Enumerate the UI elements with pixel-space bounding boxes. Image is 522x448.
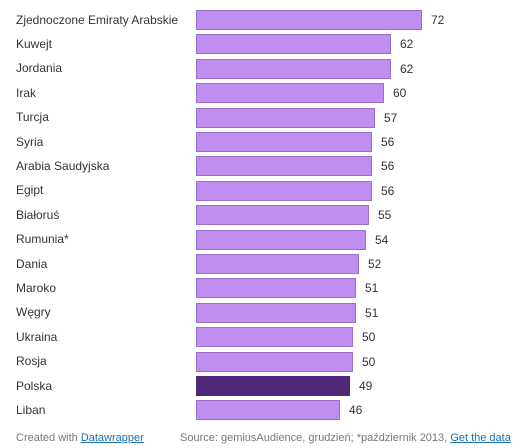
value-label: 56 bbox=[381, 183, 395, 198]
bar bbox=[196, 180, 372, 201]
category-label: Białoruś bbox=[16, 207, 60, 222]
value-label: 55 bbox=[378, 208, 392, 223]
bar bbox=[196, 34, 391, 55]
value-label: 50 bbox=[362, 330, 376, 345]
category-label: Maroko bbox=[16, 280, 57, 295]
bar bbox=[196, 83, 384, 104]
bar-chart: Zjednoczone Emiraty Arabskie 72 Kuwejt 62 Jo… bbox=[16, 10, 445, 421]
chart-footer: Created with Datawrapper Source: gemiusA… bbox=[16, 432, 516, 444]
bar bbox=[196, 107, 375, 128]
source-note: Source: gemiusAudience, grudzień; *paźdz… bbox=[180, 432, 511, 444]
category-label: Zjednoczone Emiraty Arabskie bbox=[16, 12, 179, 27]
category-label: Arabia Saudyjska bbox=[16, 158, 110, 173]
category-label: Rosja bbox=[16, 354, 47, 369]
datawrapper-link[interactable]: Datawrapper bbox=[80, 432, 144, 444]
value-label: 49 bbox=[359, 379, 373, 393]
bar bbox=[196, 278, 356, 299]
category-label: Polska bbox=[16, 378, 53, 393]
value-label: 56 bbox=[381, 135, 395, 149]
value-label: 52 bbox=[368, 257, 382, 271]
value-label: 46 bbox=[349, 403, 363, 418]
bar bbox=[196, 10, 422, 30]
value-label: 56 bbox=[381, 159, 395, 174]
category-label: Rumunia* bbox=[16, 232, 69, 247]
bar bbox=[196, 376, 350, 396]
value-label: 50 bbox=[362, 354, 376, 369]
bar bbox=[196, 205, 369, 226]
value-label: 51 bbox=[365, 281, 379, 296]
value-label: 54 bbox=[375, 232, 389, 247]
category-label: Irak bbox=[16, 85, 37, 100]
category-label: Węgry bbox=[16, 305, 51, 320]
category-label: Dania bbox=[16, 256, 48, 271]
get-the-data-link[interactable]: Get the data bbox=[450, 432, 511, 444]
category-label: Jordania bbox=[16, 61, 63, 76]
value-label: 72 bbox=[431, 13, 445, 27]
value-label: 62 bbox=[400, 61, 414, 76]
value-label: 60 bbox=[393, 86, 407, 101]
category-label: Syria bbox=[16, 134, 44, 149]
category-label: Egipt bbox=[16, 183, 44, 198]
created-with-text: Created with Datawrapper bbox=[16, 432, 144, 444]
value-label: 62 bbox=[400, 37, 414, 52]
category-label: Turcja bbox=[16, 110, 49, 125]
bar bbox=[196, 351, 353, 372]
value-label: 57 bbox=[384, 110, 398, 125]
bar bbox=[196, 327, 353, 348]
bar bbox=[196, 302, 356, 323]
bar bbox=[196, 132, 372, 152]
bar bbox=[196, 156, 372, 177]
bar bbox=[196, 229, 366, 250]
bar bbox=[196, 400, 340, 421]
category-label: Liban bbox=[16, 402, 46, 417]
category-label: Ukraina bbox=[16, 329, 58, 344]
value-label: 51 bbox=[365, 305, 379, 320]
bar bbox=[196, 58, 391, 79]
bar bbox=[196, 254, 359, 274]
category-label: Kuwejt bbox=[16, 36, 53, 51]
